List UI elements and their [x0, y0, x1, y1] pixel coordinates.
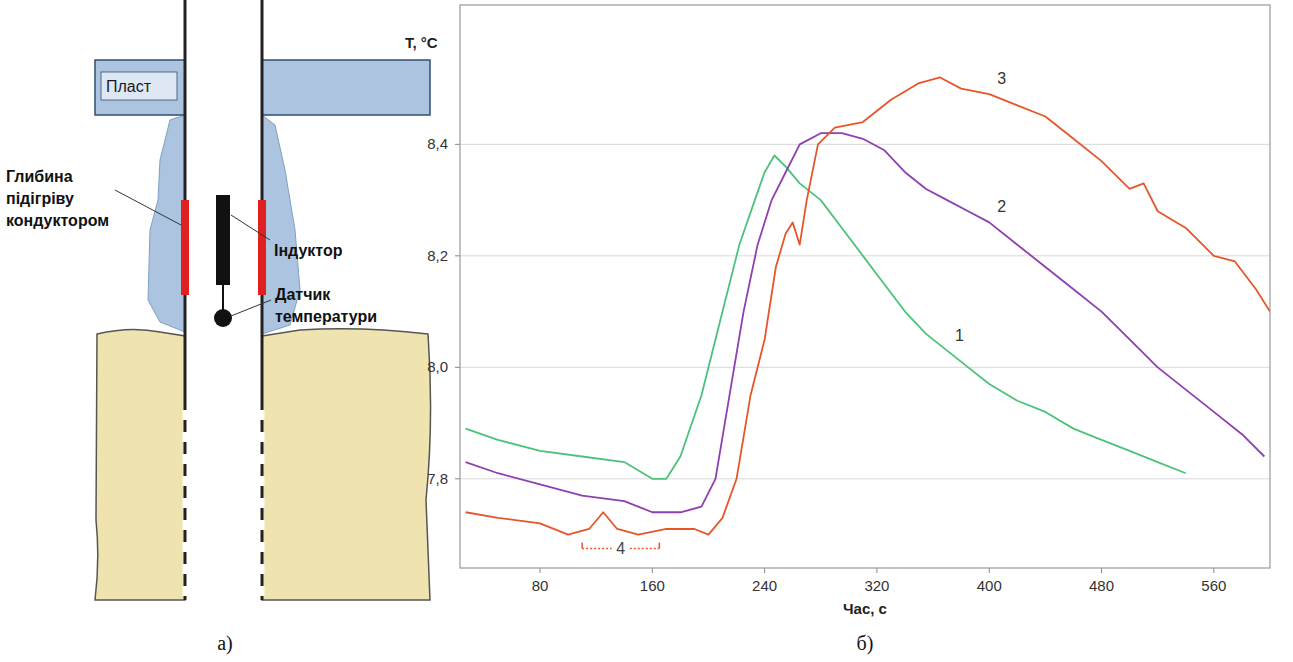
layer-label-box	[101, 72, 177, 100]
x-axis-title: Час, с	[843, 600, 887, 617]
series-line	[466, 77, 1270, 534]
x-tick	[652, 568, 653, 573]
perforation	[260, 476, 265, 486]
casing-wall	[261, 0, 264, 600]
sensor	[214, 309, 232, 327]
y-tick-label: 7,8	[427, 470, 448, 487]
leader	[231, 215, 270, 240]
perforation	[183, 498, 188, 508]
grid-line	[460, 478, 1270, 479]
text-line: Глибина	[6, 168, 73, 185]
series-line	[466, 133, 1265, 512]
series-labels: 1 2 3	[955, 70, 1006, 343]
y-axis-title: T, °C	[405, 34, 438, 51]
x-tick-label: 80	[532, 577, 549, 594]
panel-label: б)	[857, 632, 874, 655]
perforation	[183, 542, 188, 552]
bracket-line	[582, 548, 612, 550]
y-tick	[455, 144, 460, 145]
heated-zone	[181, 200, 189, 295]
formation	[95, 329, 185, 600]
perforation	[260, 542, 265, 552]
x-tick-label: 400	[977, 577, 1002, 594]
perforation	[183, 432, 188, 442]
perforation	[260, 586, 265, 596]
plot-data	[466, 77, 1270, 548]
perforation	[260, 498, 265, 508]
x-tick	[540, 568, 541, 573]
y-tick	[455, 255, 460, 256]
panel-label: а)	[217, 632, 233, 655]
x-tick-label: 240	[752, 577, 777, 594]
x-tick	[1101, 568, 1102, 573]
layer	[262, 60, 430, 115]
y-tick	[455, 367, 460, 368]
perforation	[183, 410, 188, 420]
x-tick-label: 320	[864, 577, 889, 594]
series-line	[466, 156, 1186, 479]
perforation	[260, 520, 265, 530]
layer	[95, 60, 185, 115]
grid-line	[460, 144, 1270, 145]
cable	[222, 285, 224, 312]
perforation	[183, 564, 188, 574]
bracket-line	[630, 548, 660, 550]
x-tick-label: 560	[1201, 577, 1226, 594]
bracket-end	[581, 542, 583, 548]
y-tick-label: 8,2	[427, 247, 448, 264]
formation	[262, 329, 431, 600]
x-tick	[989, 568, 990, 573]
x-tick	[876, 568, 877, 573]
text-line: Датчик	[275, 286, 331, 303]
cement	[148, 115, 185, 332]
plot-frame	[460, 5, 1270, 568]
sensor-label: Датчик температури	[275, 286, 377, 325]
perforation	[183, 476, 188, 486]
perforation	[260, 564, 265, 574]
x-tick-label: 160	[640, 577, 665, 594]
y-tick-label: 8,4	[427, 135, 448, 152]
series-label: 1	[955, 327, 964, 344]
inductor	[216, 195, 230, 285]
x-tick	[764, 568, 765, 573]
leader	[231, 300, 271, 316]
text-line: підігріву	[6, 190, 74, 207]
grid-line	[460, 255, 1270, 256]
series-label: 2	[997, 198, 1006, 215]
perforation	[260, 454, 265, 464]
grid-line	[460, 367, 1270, 368]
well-diagram: Пласт Глибина підігріву кондуктором Індуктор…	[6, 0, 431, 600]
perforation	[183, 520, 188, 530]
perforation	[183, 586, 188, 596]
series-label: 3	[997, 70, 1006, 87]
text-line: температури	[275, 308, 377, 325]
x-tick-label: 480	[1089, 577, 1114, 594]
leader	[115, 190, 181, 225]
text-line: кондуктором	[6, 212, 109, 229]
casing-wall	[184, 0, 187, 600]
perforation	[260, 432, 265, 442]
y-tick	[455, 478, 460, 479]
perforation	[260, 410, 265, 420]
perforation	[183, 454, 188, 464]
layer-label: Пласт	[106, 78, 152, 95]
figure: Пласт Глибина підігріву кондуктором Індуктор…	[0, 0, 1293, 662]
bracket-end	[659, 542, 661, 548]
x-tick	[1213, 568, 1214, 573]
annotation-label: 4	[616, 540, 625, 557]
heating-depth-label: Глибина підігріву кондуктором	[6, 168, 109, 229]
inductor-label: Індуктор	[274, 242, 343, 259]
chart: 7,8 8,0 8,2 8,4 80 160 240 320 400 480 560 T, °C Час…	[405, 5, 1270, 617]
heated-zone	[258, 200, 266, 295]
y-tick-label: 8,0	[427, 358, 448, 375]
